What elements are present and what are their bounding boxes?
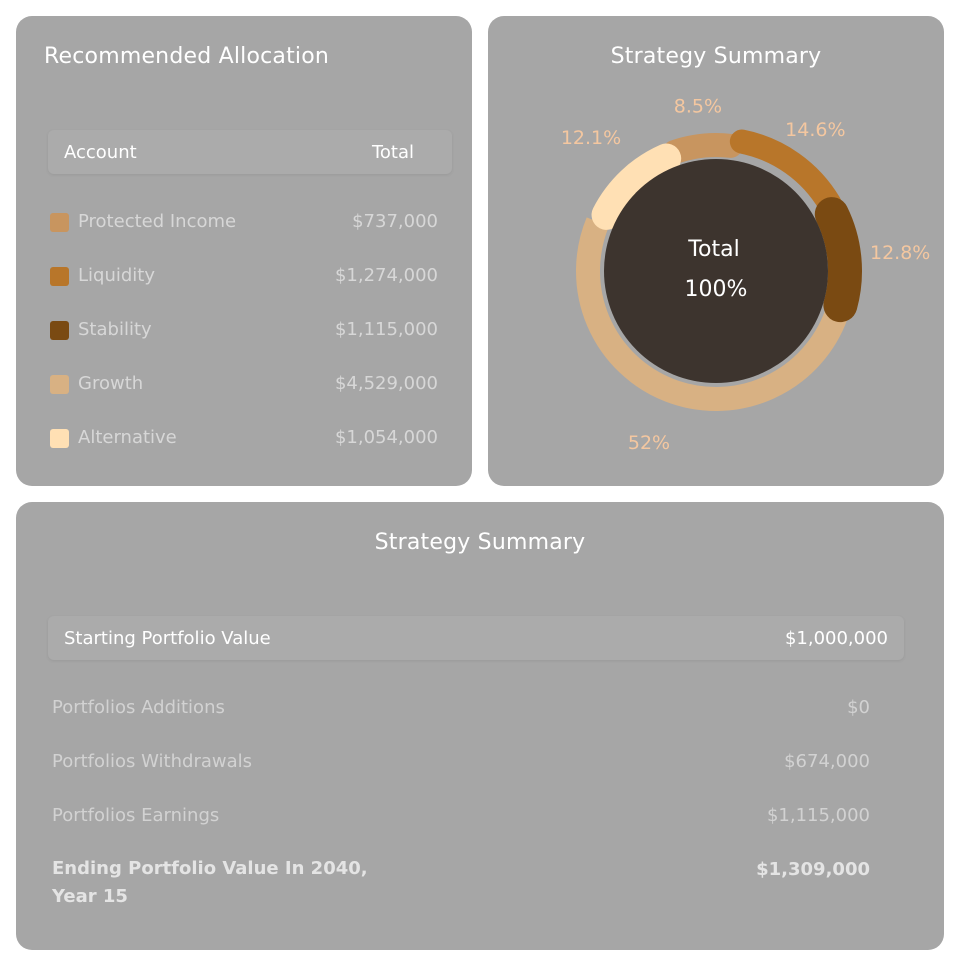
- donut-segment-liquidity: [729, 129, 842, 216]
- growth-swatch: [50, 375, 69, 394]
- summary-row-value: $1,115,000: [766, 805, 870, 826]
- strategy-summary-card: Strategy Summary Starting Portfolio Valu…: [16, 502, 944, 950]
- summary-row-label: Portfolios Earnings: [52, 805, 220, 826]
- summary-row-value: $674,000: [784, 751, 870, 772]
- allocation-row-value: $4,529,000: [334, 373, 438, 394]
- allocation-row-liquidity: Liquidity $1,274,000: [50, 263, 438, 289]
- donut-chart: Total 100% 8.5% 14.6% 12.8% 52% 12.1%: [561, 95, 931, 454]
- stability-swatch: [50, 321, 69, 340]
- total-column-header: Total: [371, 142, 414, 163]
- strategy-donut-card: Strategy Summary Total 100% 8.5% 14.6% 12.…: [488, 16, 944, 486]
- allocation-row-label: Alternative: [78, 427, 177, 448]
- summary-row-value: $0: [847, 697, 870, 718]
- donut-segment-protected-income: [662, 133, 743, 165]
- allocation-table-header: Account Total: [48, 130, 452, 174]
- donut-segment-alternative: [591, 143, 682, 230]
- starting-portfolio-label: Starting Portfolio Value: [64, 628, 271, 649]
- donut-label-alternative: 12.1%: [561, 127, 621, 149]
- allocation-row-label: Growth: [78, 373, 144, 394]
- donut-label-liquidity: 14.6%: [785, 119, 845, 141]
- allocation-row-value: $1,274,000: [334, 265, 438, 286]
- allocation-row-alternative: Alternative $1,054,000: [50, 425, 438, 451]
- allocation-row-protected-income: Protected Income $737,000: [50, 209, 438, 235]
- recommended-allocation-card: Recommended Allocation Account Total Pro…: [16, 16, 472, 486]
- donut-center-label: Total: [687, 237, 739, 262]
- donut-label-stability: 12.8%: [870, 242, 930, 264]
- allocation-title: Recommended Allocation: [44, 44, 330, 69]
- allocation-row-value: $1,115,000: [334, 319, 438, 340]
- donut-label-protected-income: 8.5%: [674, 95, 722, 117]
- allocation-row-value: $737,000: [352, 211, 438, 232]
- summary-card-title: Strategy Summary: [374, 530, 586, 555]
- summary-row-label: Portfolios Withdrawals: [52, 751, 253, 772]
- summary-row-label: Ending Portfolio Value In 2040, Year 15: [52, 858, 368, 907]
- account-column-header: Account: [64, 142, 137, 163]
- donut-label-growth: 52%: [628, 432, 670, 454]
- allocation-row-label: Stability: [78, 319, 152, 340]
- donut-center-value: 100%: [685, 277, 748, 302]
- allocation-row-value: $1,054,000: [334, 427, 438, 448]
- starting-portfolio-row: Starting Portfolio Value $1,000,000: [48, 616, 904, 660]
- allocation-row-stability: Stability $1,115,000: [50, 317, 438, 343]
- allocation-row-growth: Growth $4,529,000: [50, 371, 438, 397]
- allocation-row-label: Protected Income: [78, 211, 237, 232]
- protected-income-swatch: [50, 213, 69, 232]
- starting-portfolio-value: $1,000,000: [784, 628, 888, 649]
- summary-row-label: Portfolios Additions: [52, 697, 225, 718]
- donut-center: [604, 159, 828, 383]
- alternative-swatch: [50, 429, 69, 448]
- donut-segment-growth: [576, 217, 848, 411]
- summary-row-value: $1,309,000: [756, 859, 870, 880]
- donut-card-title: Strategy Summary: [610, 44, 822, 69]
- liquidity-swatch: [50, 267, 69, 286]
- allocation-row-label: Liquidity: [78, 265, 156, 286]
- donut-segment-stability: [814, 197, 862, 323]
